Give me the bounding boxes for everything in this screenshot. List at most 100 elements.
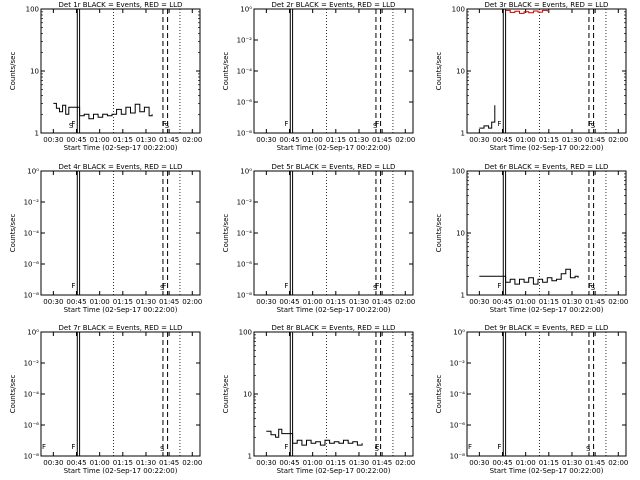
flare-marker: F bbox=[497, 443, 501, 451]
x-tick-label: 00:30 bbox=[256, 298, 276, 306]
flare-marker: F bbox=[71, 443, 75, 451]
y-axis-label: Counts/sec bbox=[222, 52, 230, 91]
x-tick-label: 00:30 bbox=[43, 459, 63, 467]
panel-title: Det 2r BLACK = Events, RED = LLD bbox=[272, 1, 396, 9]
panel-title: Det 9r BLACK = Events, RED = LLD bbox=[485, 324, 609, 332]
x-tick-label: 01:00 bbox=[303, 298, 323, 306]
panel-title: Det 7r BLACK = Events, RED = LLD bbox=[59, 324, 183, 332]
x-tick-label: 00:30 bbox=[43, 136, 63, 144]
x-axis-label: Start Time (02-Sep-17 00:22:00) bbox=[277, 306, 391, 314]
panel-title: Det 3r BLACK = Events, RED = LLD bbox=[485, 1, 609, 9]
panel-title: Det 8r BLACK = Events, RED = LLD bbox=[272, 324, 396, 332]
saa-marker: S bbox=[374, 445, 379, 453]
panel-det-9: Det 9r BLACK = Events, RED = LLD 10⁻⁸ 10⁻⁶… bbox=[435, 324, 628, 475]
flare-marker: F bbox=[284, 120, 288, 128]
x-tick-label: 01:45 bbox=[585, 136, 605, 144]
x-tick-label: 01:30 bbox=[562, 136, 582, 144]
saa-marker: S bbox=[160, 445, 165, 453]
y-tick-label: 100 bbox=[239, 329, 252, 337]
x-tick-label: 02:00 bbox=[608, 136, 628, 144]
y-axis-label: Counts/sec bbox=[435, 52, 443, 91]
x-tick-label: 01:30 bbox=[562, 459, 582, 467]
flare-marker: F bbox=[497, 282, 501, 290]
y-tick-label: 10⁻⁶ bbox=[237, 261, 253, 269]
x-tick-label: 02:00 bbox=[395, 459, 415, 467]
x-axis-label: Start Time (02-Sep-17 00:22:00) bbox=[277, 144, 391, 152]
x-tick-label: 01:00 bbox=[303, 459, 323, 467]
flare-marker: F bbox=[588, 282, 592, 290]
flare-marker: F bbox=[497, 120, 501, 128]
y-axis-label: Counts/sec bbox=[435, 375, 443, 414]
x-tick-label: 00:45 bbox=[492, 459, 512, 467]
x-tick-label: 02:00 bbox=[182, 459, 202, 467]
flare-marker: F bbox=[375, 282, 379, 290]
y-tick-label: 10⁻⁴ bbox=[24, 391, 40, 399]
panel-title: Det 5r BLACK = Events, RED = LLD bbox=[272, 163, 396, 171]
y-tick-label: 100 bbox=[452, 168, 465, 176]
y-tick-label: 10⁰ bbox=[240, 168, 252, 176]
x-tick-label: 01:00 bbox=[303, 136, 323, 144]
plot-frame bbox=[253, 8, 414, 134]
x-tick-label: 01:15 bbox=[113, 459, 133, 467]
panel-det-5: Det 5r BLACK = Events, RED = LLD 10⁻⁸ 10⁻⁶… bbox=[222, 163, 415, 314]
x-tick-label: 02:00 bbox=[608, 459, 628, 467]
y-tick-label: 10⁻⁸ bbox=[450, 453, 466, 461]
x-tick-label: 00:30 bbox=[43, 298, 63, 306]
events-series-line bbox=[479, 105, 496, 129]
x-axis-label: Start Time (02-Sep-17 00:22:00) bbox=[277, 467, 391, 475]
y-axis-label: Counts/sec bbox=[9, 52, 17, 91]
panel-det-1: Det 1r BLACK = Events, RED = LLD 1 10 100 00… bbox=[9, 1, 202, 152]
x-tick-label: 00:30 bbox=[469, 459, 489, 467]
plot-frame bbox=[466, 8, 627, 134]
x-tick-label: 02:00 bbox=[182, 136, 202, 144]
y-axis-label: Counts/sec bbox=[9, 214, 17, 253]
y-tick-label: 1 bbox=[461, 130, 465, 138]
panel-title: Det 6r BLACK = Events, RED = LLD bbox=[485, 163, 609, 171]
x-tick-label: 01:00 bbox=[516, 459, 536, 467]
saa-marker: S bbox=[69, 122, 74, 130]
flare-marker: F bbox=[162, 282, 166, 290]
y-tick-label: 10⁻⁸ bbox=[237, 292, 253, 300]
y-tick-label: 1 bbox=[35, 130, 39, 138]
y-tick-label: 10⁻² bbox=[24, 199, 40, 207]
x-tick-label: 01:30 bbox=[349, 459, 369, 467]
x-tick-label: 00:45 bbox=[279, 136, 299, 144]
y-tick-label: 10⁻⁶ bbox=[450, 422, 466, 430]
flare-marker: F bbox=[284, 282, 288, 290]
x-tick-label: 00:45 bbox=[66, 459, 86, 467]
events-series-line bbox=[479, 268, 579, 285]
plot-frame bbox=[40, 331, 201, 457]
y-axis-label: Counts/sec bbox=[222, 214, 230, 253]
x-tick-label: 00:45 bbox=[492, 136, 512, 144]
saa-marker: S bbox=[160, 284, 165, 292]
x-tick-label: 01:30 bbox=[136, 136, 156, 144]
y-tick-label: 10⁻⁴ bbox=[237, 230, 253, 238]
x-axis-label: Start Time (02-Sep-17 00:22:00) bbox=[490, 144, 604, 152]
x-tick-label: 01:15 bbox=[326, 298, 346, 306]
y-tick-label: 10⁻² bbox=[450, 360, 466, 368]
x-tick-label: 00:30 bbox=[469, 298, 489, 306]
x-tick-label: 01:45 bbox=[372, 459, 392, 467]
panel-det-4: Det 4r BLACK = Events, RED = LLD 10⁻⁸ 10⁻⁶… bbox=[9, 163, 202, 314]
x-tick-label: 02:00 bbox=[182, 298, 202, 306]
y-tick-label: 100 bbox=[26, 6, 39, 14]
x-axis-label: Start Time (02-Sep-17 00:22:00) bbox=[64, 467, 178, 475]
x-tick-label: 00:45 bbox=[66, 298, 86, 306]
y-tick-label: 10 bbox=[30, 68, 39, 76]
y-tick-label: 10⁻² bbox=[237, 199, 253, 207]
saa-marker: S bbox=[165, 122, 170, 130]
x-tick-label: 01:45 bbox=[159, 136, 179, 144]
y-tick-label: 10⁰ bbox=[240, 6, 252, 14]
x-tick-label: 01:00 bbox=[516, 298, 536, 306]
panel-det-2: Det 2r BLACK = Events, RED = LLD 10⁻⁸ 10⁻⁶… bbox=[222, 1, 415, 152]
x-tick-label: 01:15 bbox=[113, 298, 133, 306]
y-tick-label: 10⁰ bbox=[27, 168, 39, 176]
panel-det-8: Det 8r BLACK = Events, RED = LLD 1 10 100 00… bbox=[222, 324, 415, 475]
y-tick-label: 10 bbox=[456, 68, 465, 76]
y-tick-label: 10⁻⁴ bbox=[24, 230, 40, 238]
y-tick-label: 10⁰ bbox=[453, 329, 465, 337]
y-tick-label: 10⁰ bbox=[27, 329, 39, 337]
x-tick-label: 01:00 bbox=[90, 298, 110, 306]
x-tick-label: 01:30 bbox=[562, 298, 582, 306]
saa-marker: S bbox=[586, 445, 591, 453]
